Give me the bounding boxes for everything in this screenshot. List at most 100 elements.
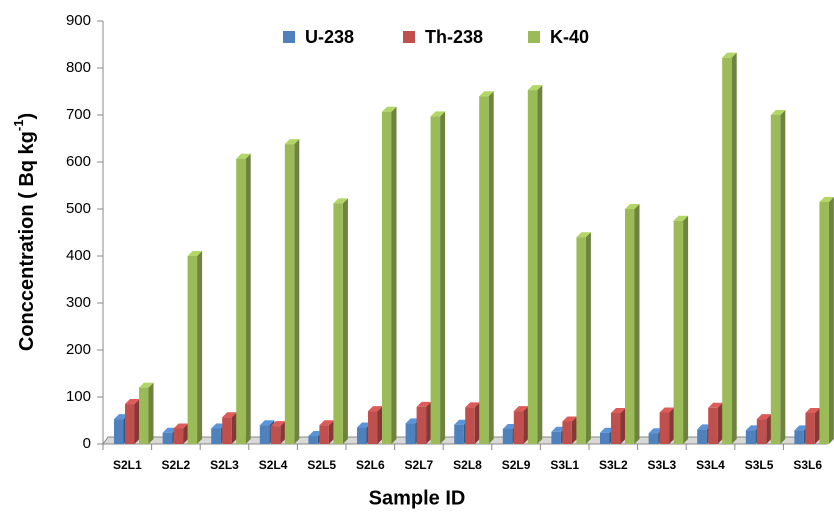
legend-label: K-40: [550, 27, 589, 47]
bar: [173, 423, 189, 444]
bar-front: [162, 432, 173, 444]
bar-front: [416, 406, 427, 444]
bar-front: [708, 407, 718, 444]
bar-front: [745, 430, 756, 444]
x-tick-label: S2L3: [210, 458, 239, 472]
bar-front: [562, 421, 572, 444]
bar-side: [620, 407, 626, 444]
bar: [430, 111, 446, 444]
bar-front: [551, 431, 561, 444]
y-tick-label: 800: [66, 59, 91, 76]
bar-top: [173, 423, 189, 429]
legend-swatch: [283, 31, 295, 43]
x-tick-label: S2L8: [453, 458, 482, 472]
x-tick-label: S2L6: [356, 458, 385, 472]
y-tick-label: 0: [83, 435, 91, 452]
bar-side: [488, 91, 494, 444]
bar: [611, 407, 626, 444]
y-tick-label: 200: [66, 341, 91, 358]
bar-side: [440, 111, 446, 444]
bar-side: [231, 412, 237, 444]
legend-label: U-238: [305, 27, 354, 47]
bar-front: [465, 407, 475, 444]
bar: [139, 382, 154, 444]
bar-side: [391, 106, 397, 445]
bar-top: [513, 406, 529, 412]
bar-top: [211, 423, 226, 429]
bar-top: [162, 427, 178, 433]
bar-side: [717, 402, 723, 444]
bar-top: [794, 425, 809, 431]
bar-top: [551, 426, 566, 432]
bar-top: [382, 106, 397, 112]
bar-top: [745, 425, 761, 431]
bar-side: [377, 406, 383, 444]
y-tick-label: 700: [66, 106, 91, 123]
bar-top: [600, 427, 615, 433]
y-tick-label: 600: [66, 153, 91, 170]
bar-side: [571, 416, 577, 444]
bar-top: [430, 111, 446, 117]
x-tick-label: S3L4: [696, 458, 725, 472]
bar-side: [683, 215, 689, 444]
bar-side: [780, 110, 786, 444]
x-tick-label: S3L5: [745, 458, 774, 472]
bar-front: [125, 404, 135, 444]
y-tick-label: 500: [66, 200, 91, 217]
bar-top: [333, 198, 348, 204]
bar: [368, 406, 383, 444]
bar-side: [294, 139, 300, 444]
x-tick-label: S2L2: [162, 458, 191, 472]
bar-top: [697, 424, 712, 430]
bar-front: [625, 209, 635, 444]
bar-top: [625, 204, 640, 209]
bar: [479, 91, 494, 444]
bar-top: [139, 382, 154, 388]
bar-top: [659, 407, 675, 413]
y-axis-title-suffix: ): [16, 113, 38, 120]
legend-swatch: [528, 31, 540, 43]
x-tick-label: S2L5: [307, 458, 336, 472]
bar-side: [245, 153, 251, 444]
bar-front: [284, 144, 295, 444]
y-axis-title-sup: -1: [11, 120, 26, 132]
bar: [673, 215, 689, 444]
bar-front: [576, 237, 586, 444]
bar-top: [805, 407, 820, 413]
bar-side: [523, 406, 529, 444]
bar: [513, 406, 529, 444]
bar-side: [148, 382, 154, 444]
bar-top: [368, 406, 383, 412]
bar-side: [669, 407, 675, 444]
bar-front: [513, 411, 524, 444]
bar-side: [537, 85, 543, 444]
bar-top: [648, 428, 664, 434]
bar: [756, 414, 772, 444]
bar-top: [722, 52, 737, 58]
bar: [187, 251, 203, 444]
bar-side: [134, 399, 140, 444]
x-tick-label: S2L7: [405, 458, 434, 472]
bar-front: [259, 425, 270, 444]
x-tick-label: S3L1: [550, 458, 579, 472]
bar-front: [600, 432, 610, 444]
bar-front: [454, 424, 464, 444]
bar: [333, 198, 348, 444]
bar-top: [357, 422, 372, 428]
bar-side: [731, 52, 737, 444]
y-axis-title: Conccentration ( Bq kg-1): [11, 113, 38, 351]
bar-side: [197, 251, 203, 444]
bar: [125, 399, 140, 444]
bar-top: [465, 402, 480, 408]
bar-top: [259, 420, 275, 426]
bar-front: [611, 412, 621, 444]
bar-side: [814, 407, 820, 444]
bar-front: [659, 412, 670, 444]
bar: [722, 52, 737, 444]
bar-top: [819, 196, 834, 202]
bar-top: [479, 91, 494, 97]
bar-front: [805, 412, 815, 444]
bar-top: [770, 110, 786, 115]
y-tick-label: 100: [66, 388, 91, 405]
